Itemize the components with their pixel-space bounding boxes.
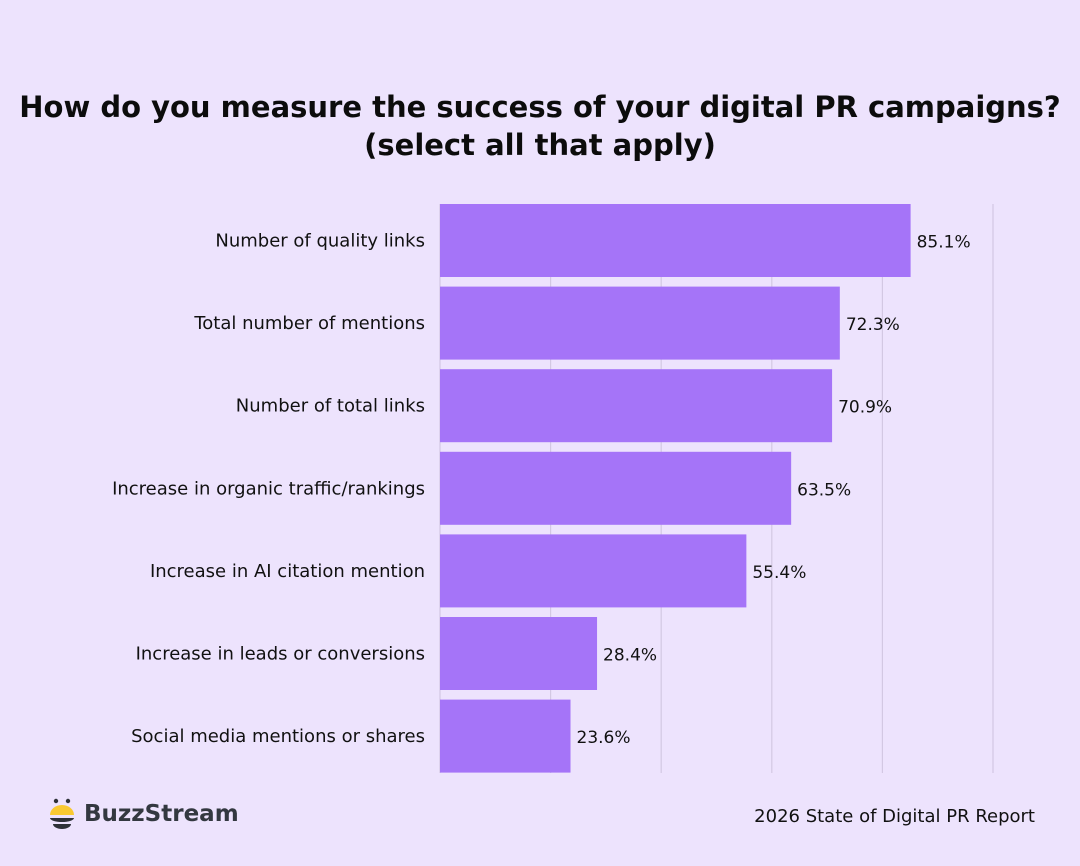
category-label: Social media mentions or shares (131, 726, 425, 747)
data-label: 23.6% (577, 728, 631, 748)
data-label: 63.5% (797, 480, 851, 500)
bar (440, 534, 747, 608)
bar (440, 369, 833, 443)
data-label: 28.4% (603, 646, 657, 666)
category-label: Number of total links (236, 396, 425, 417)
logo-text: BuzzStream (84, 801, 239, 827)
data-label: 55.4% (752, 563, 806, 583)
bar (440, 451, 792, 525)
bar (440, 617, 598, 690)
buzzstream-logo: BuzzStream (48, 798, 239, 830)
report-name: 2026 State of Digital PR Report (754, 806, 1035, 827)
bar (440, 699, 571, 773)
bee-icon (50, 798, 74, 829)
category-label: Number of quality links (215, 231, 425, 252)
chart-title: How do you measure the success of your d… (19, 90, 1061, 162)
category-label: Total number of mentions (193, 313, 425, 334)
bar (440, 286, 840, 360)
category-label: Increase in leads or conversions (136, 644, 425, 665)
data-label: 70.9% (838, 398, 892, 418)
bar (440, 204, 911, 277)
data-label: 72.3% (846, 315, 900, 335)
category-label: Increase in organic traffic/rankings (112, 478, 425, 499)
data-label: 85.1% (917, 233, 971, 253)
category-label: Increase in AI citation mention (150, 561, 425, 582)
